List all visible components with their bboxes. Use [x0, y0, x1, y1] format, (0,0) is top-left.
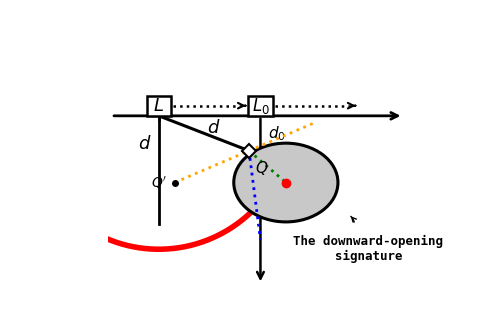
Text: $Q$: $Q$: [255, 159, 268, 177]
Text: $Q'$: $Q'$: [150, 175, 167, 191]
Text: $d_0$: $d_0$: [268, 124, 285, 143]
Text: $d$: $d$: [138, 135, 151, 153]
Text: $d$: $d$: [206, 119, 220, 137]
FancyBboxPatch shape: [146, 95, 170, 116]
Text: $L_0$: $L_0$: [251, 96, 269, 116]
FancyBboxPatch shape: [248, 95, 272, 116]
Text: The downward-opening
signature: The downward-opening signature: [293, 235, 442, 263]
Ellipse shape: [233, 143, 337, 222]
Text: $L$: $L$: [153, 97, 164, 115]
